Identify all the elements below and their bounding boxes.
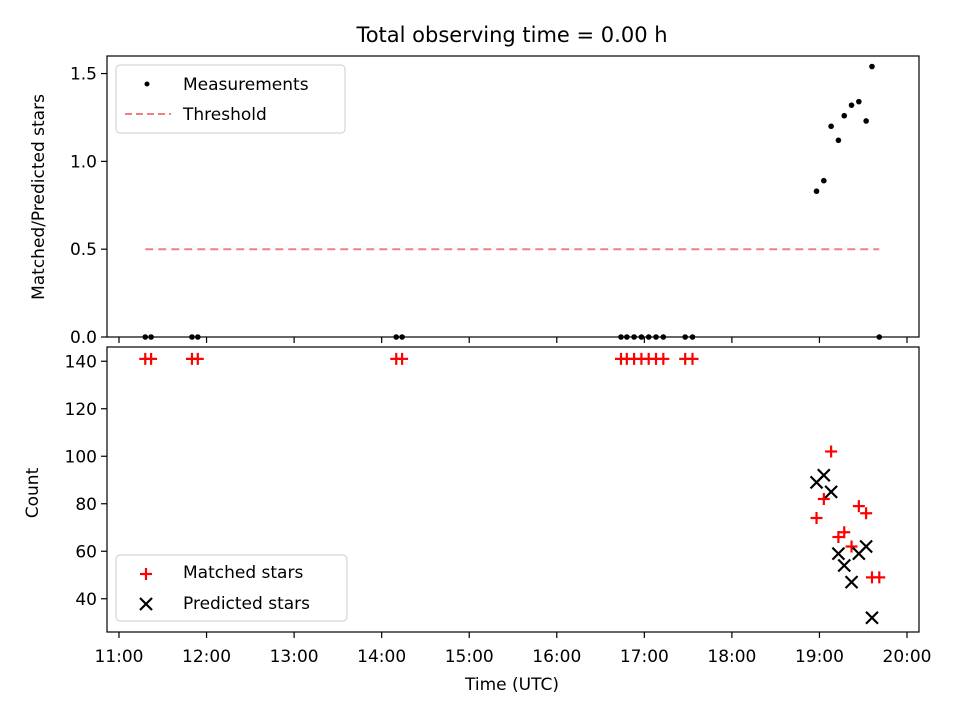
measurement-point	[841, 112, 848, 119]
bottom-ticks: 40 60 80 100 120 140 11:00 12:00 13:00 14:00 15:00…	[65, 352, 932, 667]
matched-star-point	[817, 493, 830, 505]
measurement-point	[848, 102, 855, 108]
matched-star-point	[825, 445, 838, 458]
matched-star-point	[860, 507, 873, 520]
legend-marker-matched	[140, 568, 152, 580]
top-y-tick-label: 1.0	[70, 152, 97, 172]
bottom-y-tick-label: 40	[75, 590, 97, 610]
top-y-axis-label: Matched/Predicted stars	[29, 94, 49, 300]
x-tick-label: 16:00	[532, 647, 581, 667]
legend-box	[115, 554, 348, 622]
matched-star-point	[810, 512, 823, 524]
measurement-point	[835, 137, 842, 144]
matched-star-point	[838, 526, 851, 539]
legend-marker-predicted	[139, 597, 153, 611]
bottom-axes-frame	[106, 346, 920, 633]
legend-label-matched: Matched stars	[183, 563, 303, 583]
top-axes-frame	[106, 55, 920, 338]
bottom-legend: Matched stars Predicted stars	[115, 554, 348, 622]
x-tick-label: 15:00	[445, 647, 494, 667]
x-axis-label: Time (UTC)	[464, 675, 559, 695]
chart-title: Total observing time = 0.00 h	[355, 23, 667, 47]
matched-star-point	[657, 352, 670, 365]
top-chart: Total observing time = 0.00 h Matched/Pr…	[29, 23, 920, 348]
measurement-point	[863, 118, 869, 124]
x-tick-label: 13:00	[270, 647, 319, 667]
matched-star-point	[852, 500, 865, 513]
x-tick-label: 20:00	[883, 647, 932, 667]
top-ticks: 0.0 0.5 1.0 1.5	[70, 65, 908, 348]
predicted-star-point	[865, 610, 879, 625]
bottom-plot-area	[139, 352, 886, 625]
top-y-tick-label: 1.5	[70, 65, 97, 85]
x-tick-label: 18:00	[707, 647, 756, 667]
matched-star-point	[873, 571, 886, 584]
legend-box	[115, 64, 346, 134]
matched-star-point	[191, 352, 204, 365]
bottom-chart: Count Time (UTC) 40 60 80 100 120 140 11:00 12:…	[23, 346, 932, 695]
legend-label-measurements: Measurements	[183, 75, 309, 95]
measurement-point	[856, 98, 862, 105]
x-tick-label: 17:00	[620, 647, 669, 667]
top-plot-area	[142, 63, 883, 340]
predicted-star-point	[824, 485, 838, 499]
predicted-star-point	[837, 558, 852, 573]
legend-marker-measurements	[144, 81, 150, 87]
predicted-star-point	[831, 546, 846, 561]
legend-label-threshold: Threshold	[182, 105, 267, 125]
x-tick-label: 14:00	[357, 647, 406, 667]
top-legend: Measurements Threshold	[115, 64, 346, 134]
x-tick-label: 12:00	[182, 647, 231, 667]
measurement-point	[869, 63, 875, 70]
matched-star-point	[145, 352, 158, 365]
measurement-point	[821, 177, 827, 184]
bottom-y-tick-label: 80	[75, 495, 97, 515]
top-y-tick-label: 0.5	[70, 240, 97, 260]
predicted-star-point	[859, 539, 873, 554]
predicted-star-point	[844, 575, 859, 589]
matched-star-point	[686, 352, 699, 365]
legend-label-predicted: Predicted stars	[183, 594, 310, 614]
bottom-y-axis-label: Count	[23, 467, 43, 518]
bottom-y-tick-label: 140	[65, 352, 97, 372]
measurement-point	[813, 188, 820, 195]
x-tick-label: 19:00	[795, 647, 844, 667]
matched-star-point	[845, 540, 858, 553]
x-tick-label: 11:00	[95, 647, 144, 667]
measurement-point	[828, 123, 834, 130]
bottom-y-tick-label: 120	[65, 400, 97, 420]
top-y-tick-label: 0.0	[70, 328, 97, 348]
bottom-y-tick-label: 60	[75, 542, 97, 562]
matched-star-point	[396, 352, 409, 365]
predicted-star-point	[817, 468, 831, 483]
bottom-y-tick-label: 100	[65, 447, 97, 467]
